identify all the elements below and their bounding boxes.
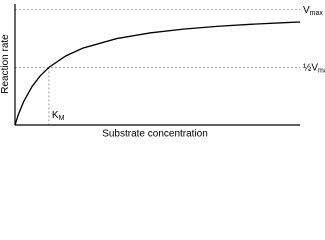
reference-label: KM	[52, 110, 65, 122]
reference-label-text: ½V	[303, 62, 318, 73]
reference-label-text: K	[52, 110, 59, 121]
reference-label: Vmax	[303, 5, 323, 17]
reference-label-subscript: M	[59, 115, 65, 122]
curve	[14, 21, 301, 126]
reference-label: ½Vmax	[303, 62, 325, 74]
x-axis-label: Substrate concentration	[102, 129, 208, 139]
reference-label-text: V	[303, 5, 310, 16]
chart: Reaction rate Substrate concentration Vm…	[0, 4, 325, 139]
reference-label-subscript: max	[318, 67, 325, 74]
reference-label-subscript: max	[310, 10, 324, 17]
y-axis-label: Reaction rate	[0, 34, 11, 94]
